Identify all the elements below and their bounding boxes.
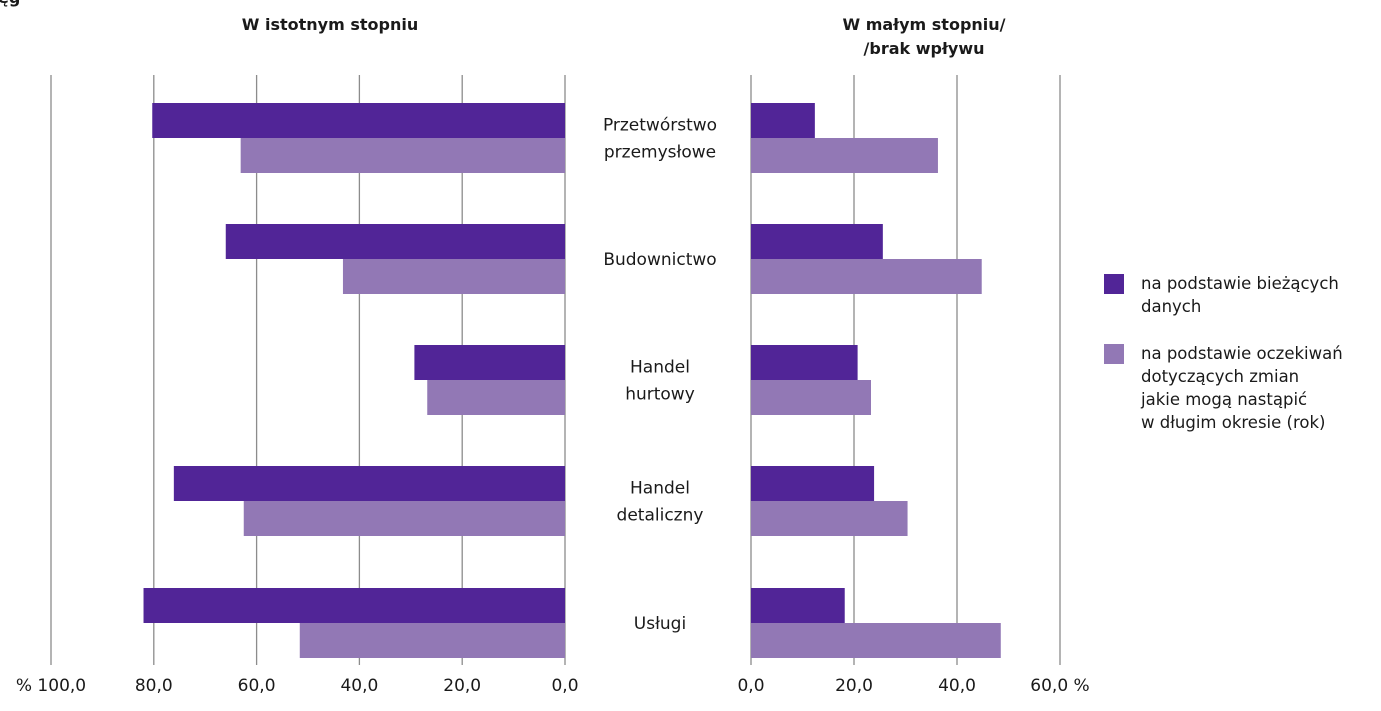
tick-label-minor-3: 60,0 % [1030, 676, 1089, 696]
bar-minor-series2-4 [751, 623, 1001, 658]
bar-minor-series2-2 [751, 380, 871, 415]
tick-label-significant-5: % 100,0 [16, 676, 86, 696]
bar-minor-series1-2 [751, 345, 858, 380]
tick-label-minor-1: 20,0 [835, 676, 873, 696]
legend: na podstawie bieżących danych na podstaw… [1104, 272, 1381, 458]
tick-label-significant-2: 40,0 [340, 676, 378, 696]
panel-title-minor-line-0: W małym stopniu/ [842, 15, 1005, 34]
bar-significant-series2-4 [299, 623, 565, 658]
category-label-2-line-1: hurtowy [625, 385, 695, 405]
tick-label-significant-0: 0,0 [551, 676, 578, 696]
category-label-3-line-1: detaliczny [617, 506, 704, 526]
category-label-2-line-0: Handel [630, 358, 690, 378]
category-label-0-line-0: Przetwórstwo [603, 116, 717, 136]
bar-significant-series2-3 [243, 501, 565, 536]
tick-label-significant-1: 20,0 [443, 676, 481, 696]
bar-minor-series1-1 [751, 224, 883, 259]
legend-swatch-expected [1104, 344, 1124, 364]
bar-minor-series2-0 [751, 138, 938, 173]
bar-significant-series1-0 [152, 103, 565, 138]
panel-title-minor-line-1: /brak wpływu [864, 39, 985, 58]
bar-minor-series2-3 [751, 501, 908, 536]
category-label-4-line-0: Usługi [634, 614, 686, 634]
tick-label-minor-0: 0,0 [737, 676, 764, 696]
category-label-3-line-0: Handel [630, 479, 690, 499]
tick-label-minor-2: 40,0 [938, 676, 976, 696]
category-label-0-line-1: przemysłowe [604, 143, 716, 163]
tick-label-significant-4: 80,0 [135, 676, 173, 696]
bar-significant-series1-3 [173, 466, 565, 501]
legend-swatch-current [1104, 274, 1124, 294]
tick-label-significant-3: 60,0 [238, 676, 276, 696]
clipped-header-text: ęg [0, 0, 20, 7]
legend-label-expected: na podstawie oczekiwań dotyczących zmian… [1141, 344, 1343, 432]
bar-significant-series2-1 [342, 259, 565, 294]
legend-item-expected: na podstawie oczekiwań dotyczących zmian… [1104, 342, 1381, 434]
legend-item-current: na podstawie bieżących danych [1104, 272, 1381, 318]
bar-minor-series1-3 [751, 466, 875, 501]
bar-significant-series1-1 [225, 224, 565, 259]
bar-significant-series2-0 [240, 138, 565, 173]
legend-label-current: na podstawie bieżących danych [1141, 274, 1339, 316]
bar-significant-series1-2 [414, 345, 565, 380]
bar-minor-series2-1 [751, 259, 982, 294]
category-label-1-line-0: Budownictwo [603, 250, 716, 270]
bar-significant-series1-4 [143, 588, 565, 623]
bar-minor-series1-0 [751, 103, 815, 138]
panel-title-significant-line-0: W istotnym stopniu [242, 15, 418, 34]
bar-minor-series1-4 [751, 588, 845, 623]
bar-significant-series2-2 [427, 380, 565, 415]
